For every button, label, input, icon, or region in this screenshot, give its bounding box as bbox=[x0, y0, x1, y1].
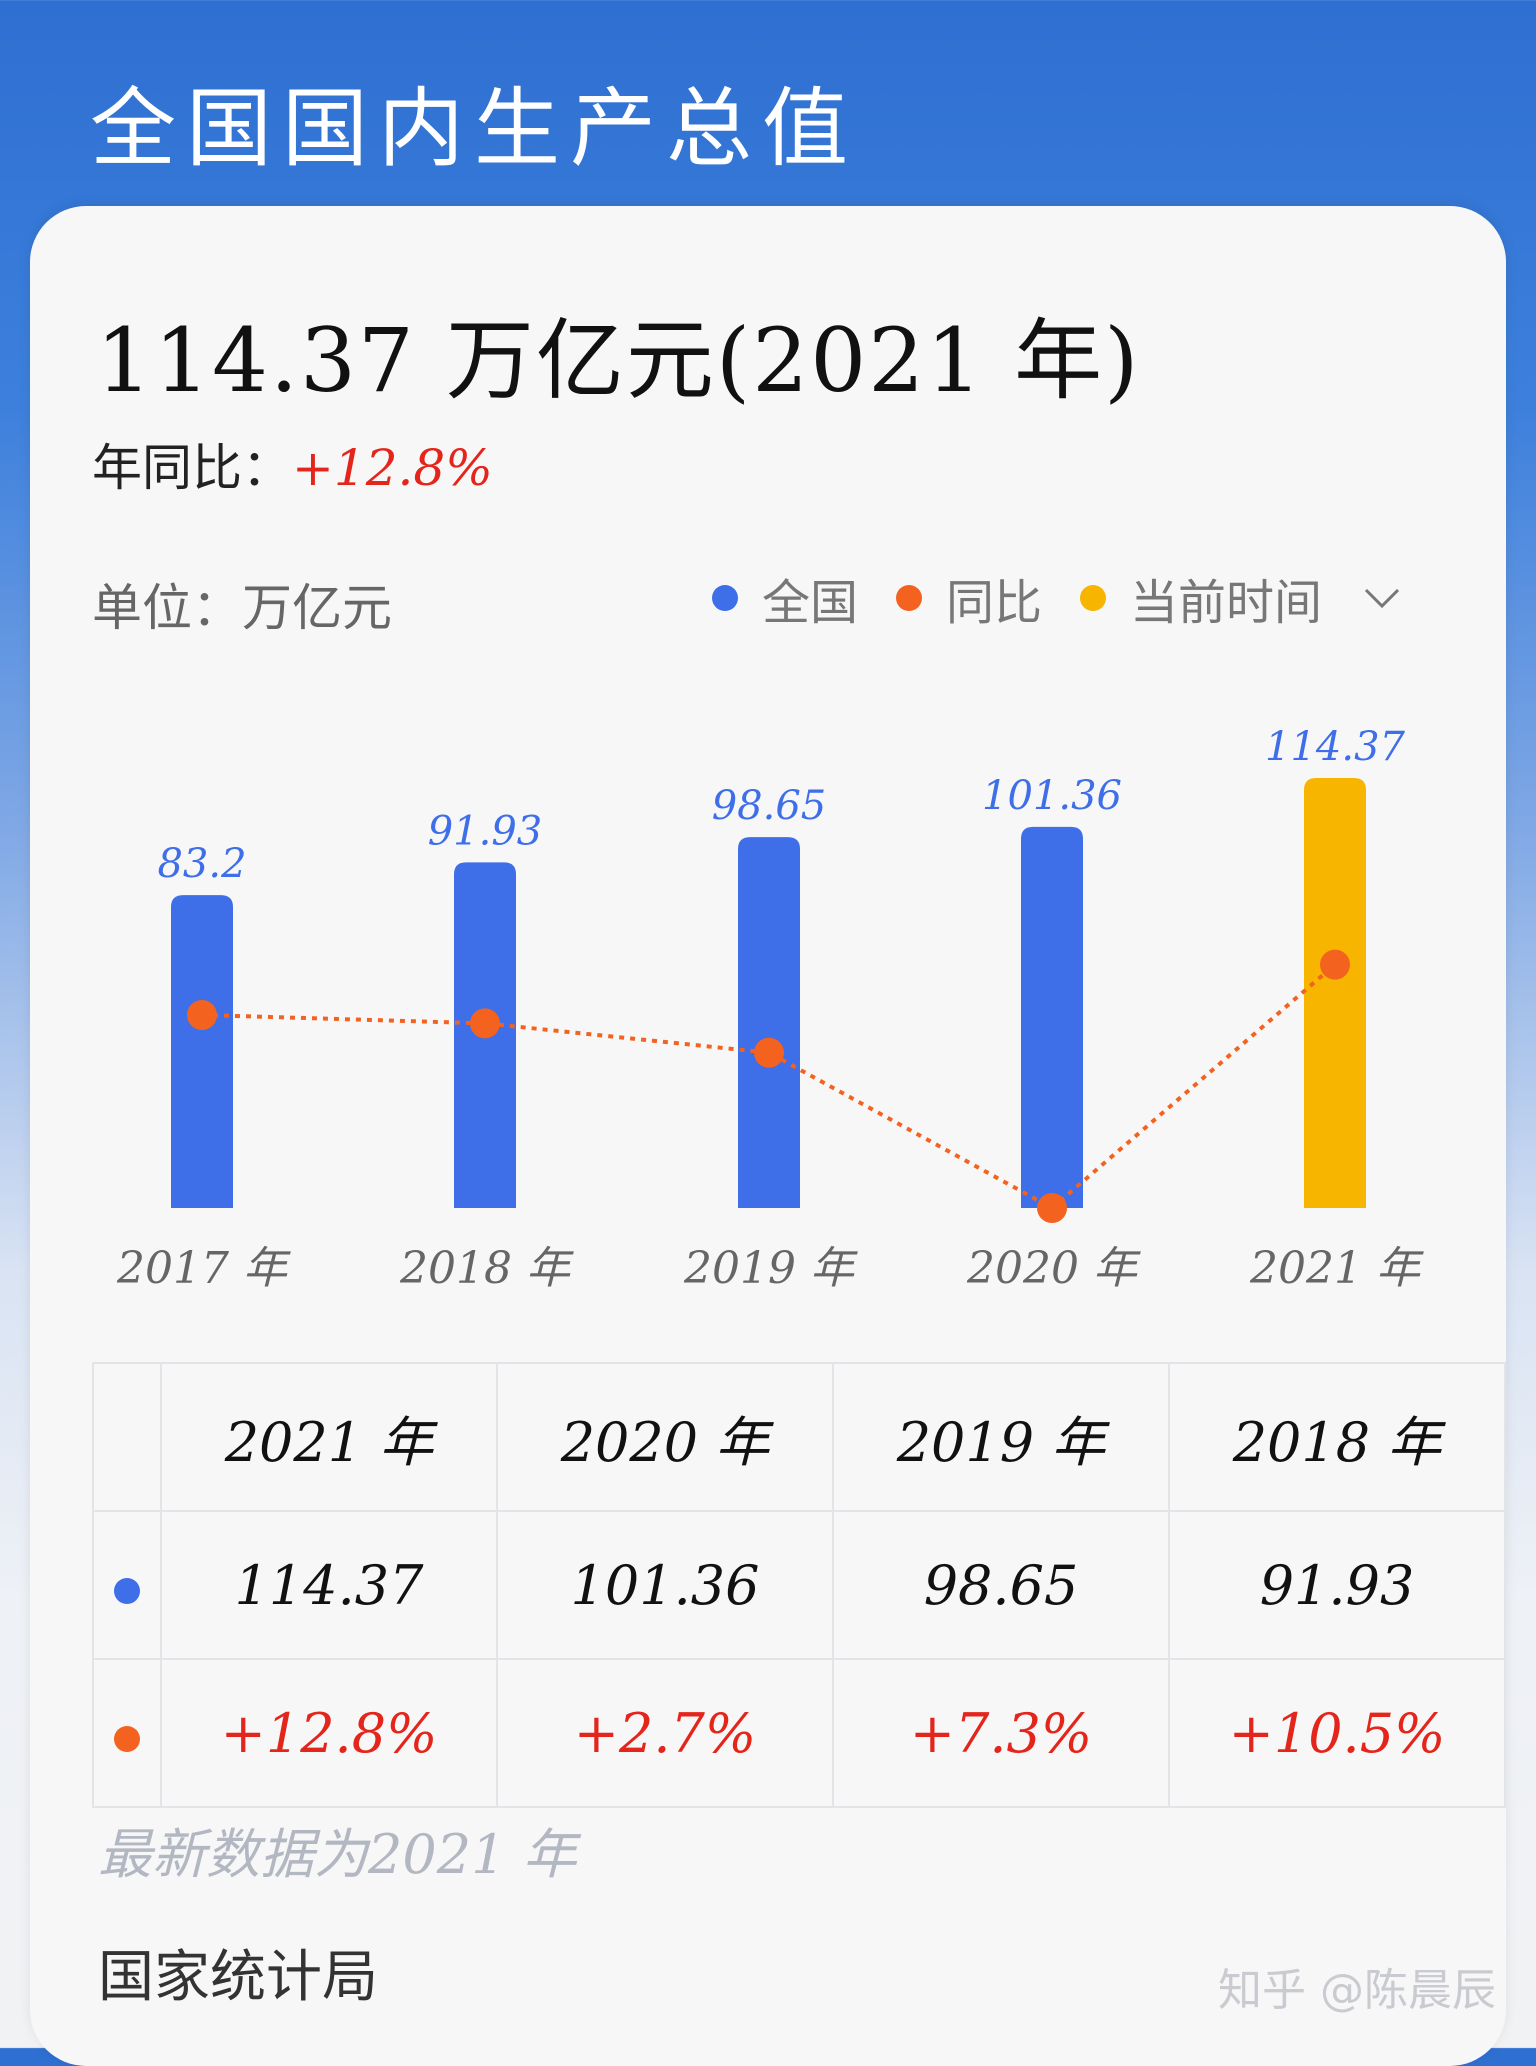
yoy-label: 年同比： bbox=[92, 439, 292, 497]
legend-dot-yoy bbox=[896, 585, 923, 611]
yoy-row: 年同比：+12.8% bbox=[92, 428, 493, 500]
table-cell: +7.3% bbox=[832, 1658, 1170, 1808]
bar-2021[interactable] bbox=[1304, 777, 1366, 1208]
legend-item-current-time[interactable]: 当前时间 bbox=[1080, 563, 1322, 633]
bar-2017[interactable] bbox=[171, 895, 233, 1208]
yoy-line bbox=[201, 963, 1337, 1211]
bar-value-label: 114.37 bbox=[1265, 724, 1406, 770]
table-header-cell: 2021 年 bbox=[160, 1362, 498, 1512]
bar-value-label: 98.65 bbox=[712, 783, 827, 829]
data-table: 2021 年 2020 年 2019 年 2018 年 114.37 101.3… bbox=[92, 1362, 1506, 1808]
bar-value-label: 83.2 bbox=[157, 841, 246, 887]
unit-label: 单位：万亿元 bbox=[92, 579, 392, 637]
watermark: 知乎 @陈晨辰 bbox=[1218, 1965, 1496, 2016]
legend-item-national[interactable]: 全国 bbox=[712, 563, 858, 633]
table-cell: 101.36 bbox=[496, 1510, 834, 1660]
legend: 全国 同比 当前时间 bbox=[712, 568, 1404, 631]
row-dot-yoy bbox=[114, 1725, 140, 1752]
headline-value: 114.37 万亿元(2021 年) bbox=[96, 309, 1141, 412]
legend-item-yoy[interactable]: 同比 bbox=[896, 563, 1042, 633]
table-cell: +2.7% bbox=[496, 1658, 834, 1808]
yoy-point[interactable] bbox=[1037, 1193, 1067, 1223]
yoy-point[interactable] bbox=[470, 1008, 500, 1039]
table-cell: 114.37 bbox=[160, 1510, 498, 1660]
chevron-down-icon[interactable] bbox=[1360, 576, 1404, 620]
legend-label-national: 全国 bbox=[762, 575, 859, 631]
table-header-row: 2021 年 2020 年 2019 年 2018 年 bbox=[92, 1362, 1506, 1512]
gdp-chart: 83.2 2017 年 91.93 2018 年 98.65 2019 年 101.36 20… bbox=[116, 724, 1424, 1294]
table-cell: +10.5% bbox=[1168, 1658, 1506, 1808]
x-tick-label: 2019 年 bbox=[683, 1243, 858, 1294]
legend-label-current-time: 当前时间 bbox=[1130, 575, 1323, 631]
x-tick-label: 2017 年 bbox=[116, 1243, 291, 1294]
bar-2019[interactable] bbox=[738, 837, 800, 1208]
table-header-cell: 2019 年 bbox=[832, 1362, 1170, 1512]
table-header-cell: 2020 年 bbox=[496, 1362, 834, 1512]
legend-dot-national bbox=[712, 585, 738, 611]
bar-value-label: 91.93 bbox=[428, 808, 543, 854]
table-row-yoy: +12.8% +2.7% +7.3% +10.5% bbox=[92, 1658, 1506, 1808]
x-tick-label: 2020 年 bbox=[966, 1243, 1141, 1294]
table-corner-cell bbox=[92, 1362, 162, 1512]
footnote: 最新数据为2021 年 bbox=[98, 1823, 577, 1886]
legend-dot-current-time bbox=[1080, 585, 1107, 611]
page-title: 全国国内生产总值 bbox=[90, 79, 858, 179]
table-row-marker-cell bbox=[92, 1658, 162, 1808]
x-tick-label: 2021 年 bbox=[1249, 1243, 1424, 1294]
bar-2020[interactable] bbox=[1021, 826, 1083, 1208]
row-dot-gdp bbox=[114, 1577, 140, 1604]
source-label: 国家统计局 bbox=[98, 1945, 378, 2010]
table-cell: +12.8% bbox=[160, 1658, 498, 1808]
yoy-point[interactable] bbox=[754, 1037, 784, 1068]
yoy-point[interactable] bbox=[1320, 949, 1350, 980]
legend-label-yoy: 同比 bbox=[946, 575, 1043, 631]
table-row-gdp: 114.37 101.36 98.65 91.93 bbox=[92, 1510, 1506, 1660]
table-row-marker-cell bbox=[92, 1510, 162, 1660]
table-header-cell: 2018 年 bbox=[1168, 1362, 1506, 1512]
yoy-value: +12.8% bbox=[292, 439, 493, 497]
bar-value-label: 101.36 bbox=[982, 773, 1122, 819]
table-cell: 91.93 bbox=[1168, 1510, 1506, 1660]
yoy-point[interactable] bbox=[187, 999, 217, 1030]
x-tick-label: 2018 年 bbox=[399, 1243, 574, 1294]
table-cell: 98.65 bbox=[832, 1510, 1170, 1660]
